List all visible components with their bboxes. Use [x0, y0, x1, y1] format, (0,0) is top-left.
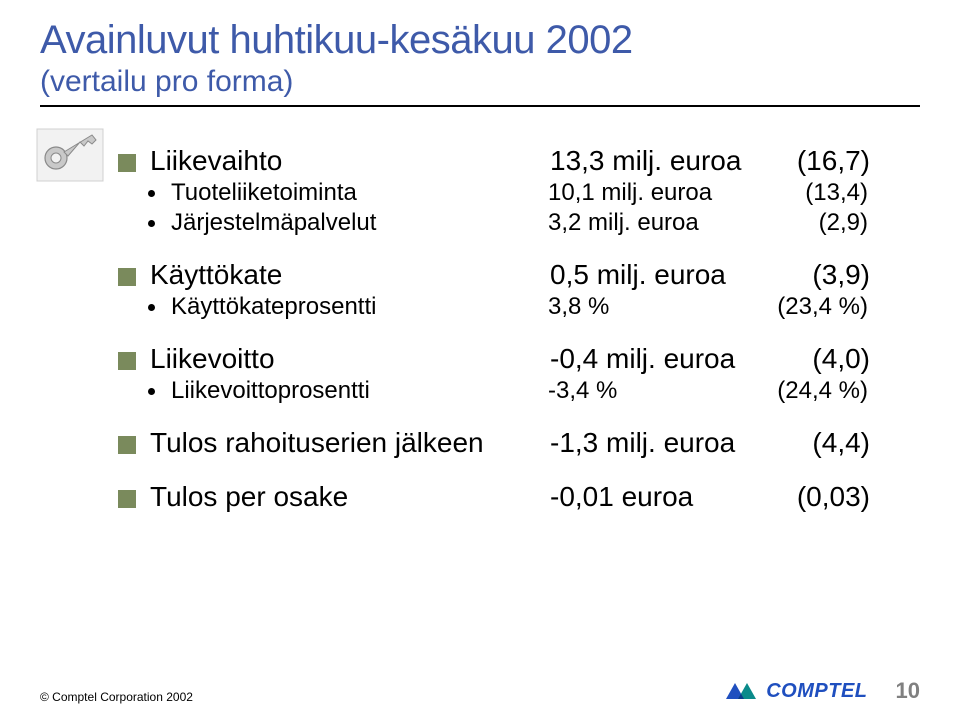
logo-text: COMPTEL: [766, 680, 867, 703]
bullet-square-icon: [118, 436, 136, 454]
key-icon: [36, 128, 104, 182]
sub-metric-value: -3,4 %: [548, 377, 758, 405]
bullet-square-icon: [118, 268, 136, 286]
sub-metric-row: Tuoteliiketoiminta10,1 milj. euroa(13,4): [118, 179, 898, 207]
sub-metric-value: 3,2 milj. euroa: [548, 209, 758, 237]
sub-metric-row: Liikevoittoprosentti-3,4 %(24,4 %): [118, 377, 898, 405]
metric-comparison: (16,7): [760, 145, 870, 177]
sub-metric-comparison: (23,4 %): [758, 293, 868, 321]
logo-mark-icon: [726, 681, 760, 701]
sub-metric-comparison: (24,4 %): [758, 377, 868, 405]
metric-comparison: (3,9): [760, 259, 870, 291]
metric-row: Tulos per osake-0,01 euroa(0,03): [118, 481, 898, 513]
metric-label: Liikevoitto: [150, 343, 550, 375]
bullet-square-icon: [118, 352, 136, 370]
slide-subtitle: (vertailu pro forma): [40, 65, 920, 99]
sub-metric-label: Liikevoittoprosentti: [171, 377, 548, 405]
copyright-text: © Comptel Corporation 2002: [40, 690, 193, 704]
metric-label: Tulos rahoituserien jälkeen: [150, 427, 550, 459]
metric-value: -0,01 euroa: [550, 481, 760, 513]
title-rule: [40, 105, 920, 107]
sub-metric-label: Käyttökateprosentti: [171, 293, 548, 321]
metric-row: Käyttökate0,5 milj. euroa(3,9): [118, 259, 898, 291]
bullet-dot-icon: [148, 220, 155, 227]
content-block: Liikevaihto13,3 milj. euroa(16,7)Tuoteli…: [118, 145, 920, 513]
sub-metric-value: 3,8 %: [548, 293, 758, 321]
page-number: 10: [896, 678, 920, 704]
sub-metric-comparison: (2,9): [758, 209, 868, 237]
metric-row: Liikevaihto13,3 milj. euroa(16,7): [118, 145, 898, 177]
bullet-square-icon: [118, 154, 136, 172]
metric-label: Tulos per osake: [150, 481, 550, 513]
bullet-dot-icon: [148, 190, 155, 197]
metric-value: -1,3 milj. euroa: [550, 427, 760, 459]
metric-value: -0,4 milj. euroa: [550, 343, 760, 375]
sub-metric-row: Järjestelmäpalvelut3,2 milj. euroa(2,9): [118, 209, 898, 237]
footer-right: COMPTEL 10: [726, 678, 920, 704]
bullet-square-icon: [118, 490, 136, 508]
metric-comparison: (0,03): [760, 481, 870, 513]
sub-metric-label: Järjestelmäpalvelut: [171, 209, 548, 237]
metric-comparison: (4,4): [760, 427, 870, 459]
slide: Avainluvut huhtikuu-kesäkuu 2002 (vertai…: [0, 0, 960, 726]
sub-metric-label: Tuoteliiketoiminta: [171, 179, 548, 207]
sub-metric-row: Käyttökateprosentti3,8 %(23,4 %): [118, 293, 898, 321]
metric-label: Käyttökate: [150, 259, 550, 291]
logo: COMPTEL: [726, 680, 867, 703]
metric-value: 0,5 milj. euroa: [550, 259, 760, 291]
metric-comparison: (4,0): [760, 343, 870, 375]
metric-value: 13,3 milj. euroa: [550, 145, 760, 177]
sub-metric-value: 10,1 milj. euroa: [548, 179, 758, 207]
sub-metric-comparison: (13,4): [758, 179, 868, 207]
footer: © Comptel Corporation 2002 COMPTEL 10: [40, 678, 920, 704]
metric-row: Liikevoitto-0,4 milj. euroa(4,0): [118, 343, 898, 375]
metric-row: Tulos rahoituserien jälkeen-1,3 milj. eu…: [118, 427, 898, 459]
slide-title: Avainluvut huhtikuu-kesäkuu 2002: [40, 18, 920, 63]
metric-label: Liikevaihto: [150, 145, 550, 177]
bullet-dot-icon: [148, 388, 155, 395]
bullet-dot-icon: [148, 304, 155, 311]
